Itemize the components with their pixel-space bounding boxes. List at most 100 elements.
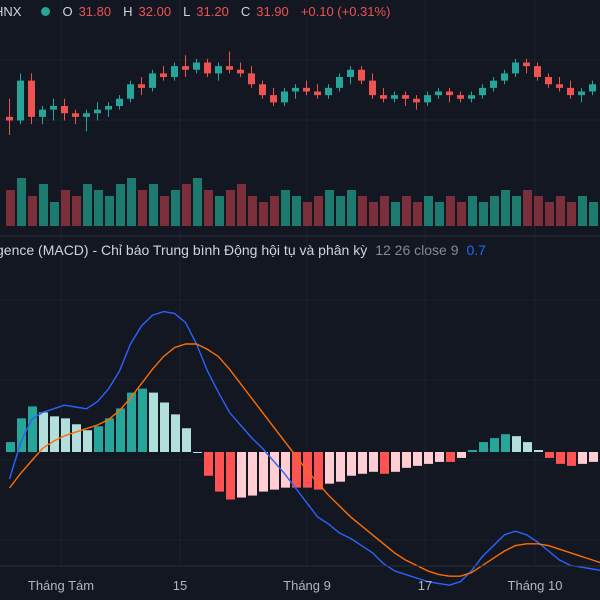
volume-bar <box>6 190 15 226</box>
symbol-name[interactable]: HNX <box>0 3 22 19</box>
candle-body <box>127 84 134 99</box>
macd-histogram-bar <box>6 442 15 452</box>
macd-histogram-bar <box>94 426 103 452</box>
volume-bar <box>490 196 499 226</box>
volume-bar <box>424 196 433 226</box>
macd-histogram-bar <box>413 452 422 466</box>
macd-histogram-bar <box>281 452 290 488</box>
macd-histogram-bar <box>512 436 521 452</box>
macd-histogram-bar <box>468 450 477 452</box>
macd-histogram-bar <box>556 452 565 464</box>
macd-histogram-bar <box>490 438 499 452</box>
macd-histogram-bar <box>479 442 488 452</box>
volume-bar <box>149 184 158 226</box>
candle-body <box>369 80 376 96</box>
macd-histogram-bar <box>105 418 114 452</box>
candle-body <box>215 66 222 74</box>
candle-body <box>226 66 233 70</box>
candle-body <box>281 91 288 103</box>
volume-bar <box>479 202 488 226</box>
candle-body <box>204 62 211 74</box>
volume-bar <box>72 196 81 226</box>
candle-body <box>116 98 123 106</box>
macd-histogram-bar <box>138 388 147 452</box>
macd-histogram-bar <box>523 442 532 452</box>
volume-bar <box>578 196 587 226</box>
volume-bar <box>391 202 400 226</box>
macd-histogram-bar <box>369 452 378 472</box>
high-value: 32.00 <box>138 3 172 19</box>
candle-body <box>391 95 398 99</box>
volume-bar <box>127 178 136 226</box>
volume-bar <box>215 196 224 226</box>
volume-bar <box>545 202 554 226</box>
macd-histogram-bar <box>567 452 576 466</box>
macd-histogram-bar <box>270 452 279 490</box>
candle-body <box>512 62 519 74</box>
volume-bar <box>413 202 422 226</box>
candle-body <box>435 91 442 96</box>
volume-bar <box>435 202 444 226</box>
candle-body <box>523 62 530 67</box>
candle-body <box>39 109 46 117</box>
macd-histogram-bar <box>358 452 367 474</box>
open-value: 31.80 <box>78 3 112 19</box>
volume-bar <box>182 184 191 226</box>
volume-bar <box>369 202 378 226</box>
close-label: C <box>240 3 251 19</box>
macd-histogram-bar <box>391 452 400 472</box>
time-axis-label: Tháng Tám <box>27 578 95 593</box>
volume-bar <box>204 190 213 226</box>
volume-bar <box>193 178 202 226</box>
time-axis-label: Tháng 9 <box>283 578 331 593</box>
macd-histogram-bar <box>380 452 389 474</box>
candle-body <box>270 95 277 103</box>
candle-body <box>171 66 178 77</box>
candle-body <box>72 113 79 117</box>
macd-histogram-bar <box>127 392 136 452</box>
candle-body <box>424 95 431 103</box>
candle-body <box>347 69 354 77</box>
volume-bar <box>281 190 290 226</box>
candle-body <box>314 91 321 96</box>
candle-body <box>105 106 112 110</box>
macd-indicator-params: 12 26 close 9 <box>375 242 459 258</box>
candles-layer <box>6 51 596 135</box>
volume-bar <box>171 190 180 226</box>
candle-body <box>303 87 310 92</box>
volume-bar <box>138 190 147 226</box>
candle-body <box>490 80 497 88</box>
macd-histogram-bar <box>72 424 81 452</box>
volume-bar <box>116 184 125 226</box>
macd-histogram-bar <box>160 402 169 452</box>
volume-bar <box>28 196 37 226</box>
candle-body <box>149 73 156 88</box>
macd-indicator-title[interactable]: gence (MACD) - Chỉ báo Trung bình Động h… <box>0 239 486 261</box>
candle-body <box>28 80 35 117</box>
candle-body <box>138 84 145 88</box>
macd-histogram-bar <box>589 452 598 462</box>
volume-bar <box>512 196 521 226</box>
volume-bar <box>402 196 411 226</box>
candle-body <box>380 95 387 99</box>
candle-body <box>292 87 299 92</box>
volume-bar <box>457 202 466 226</box>
macd-histogram-bar <box>457 452 466 458</box>
candle-body <box>50 106 57 110</box>
macd-histogram-bar <box>446 452 455 462</box>
macd-histogram-bar <box>424 452 433 464</box>
candle-body <box>578 91 585 96</box>
market-status-icon <box>41 6 51 16</box>
candle-body <box>237 69 244 74</box>
macd-histogram-bar <box>171 414 180 452</box>
candle-body <box>6 116 13 121</box>
candle-body <box>534 66 541 77</box>
change-value: +0.10 (+0.31%) <box>300 3 391 19</box>
candle-body <box>468 95 475 99</box>
candle-body <box>358 69 365 81</box>
candle-body <box>413 98 420 103</box>
volume-bar <box>226 190 235 226</box>
candle-body <box>556 84 563 88</box>
macd-histogram-bar <box>347 452 356 476</box>
